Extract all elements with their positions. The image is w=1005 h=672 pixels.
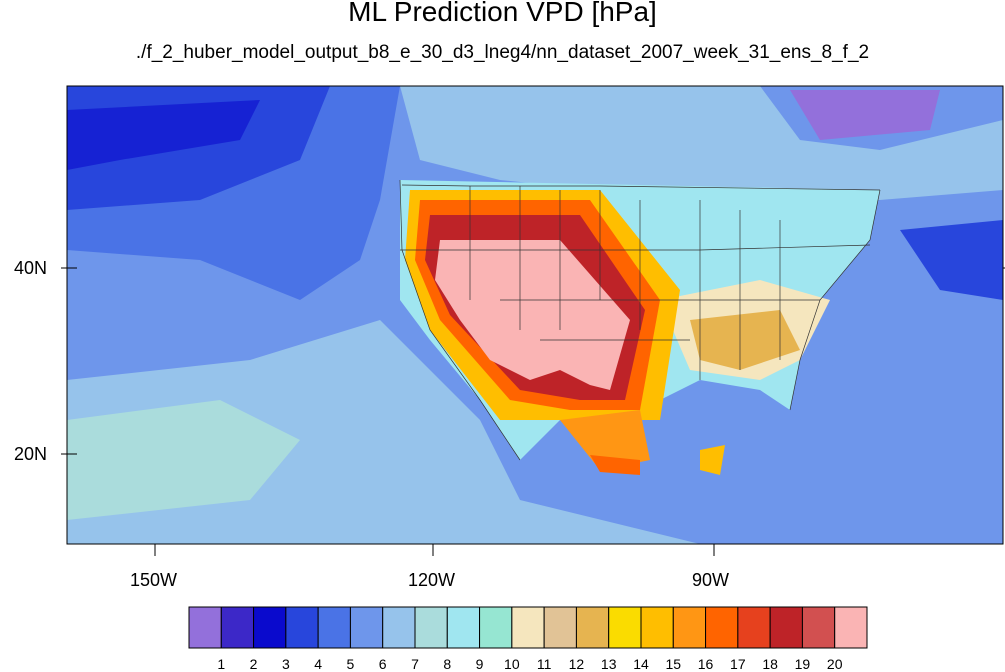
colorbar-swatch — [285, 606, 319, 649]
greenland-patch — [790, 90, 940, 140]
ocean-band-lighter — [67, 400, 300, 520]
colorbar-label: 18 — [762, 656, 778, 672]
colorbar-label: 13 — [600, 656, 617, 672]
map-subtitle: ./f_2_huber_model_output_b8_e_30_d3_lneg… — [135, 42, 870, 63]
colorbar-swatch — [414, 606, 448, 649]
colorbar-label: 14 — [633, 656, 649, 672]
colorbar-label: 15 — [665, 656, 682, 672]
colorbar-swatch — [672, 606, 707, 649]
colorbar-label: 9 — [475, 656, 484, 672]
colorbar-swatch — [801, 606, 836, 649]
colorbar-swatch — [317, 606, 351, 649]
colorbar-label: 19 — [794, 656, 811, 672]
colorbar-label: 3 — [281, 656, 290, 672]
colorbar-swatch — [575, 606, 610, 649]
colorbar-swatch — [382, 606, 416, 649]
axis-ticks — [61, 267, 1005, 556]
lat-label-20n: 20N — [14, 444, 48, 464]
colorbar-swatch — [446, 606, 481, 649]
colorbar-swatch — [705, 606, 739, 649]
colorbar-swatch — [608, 606, 642, 649]
colorbar — [188, 606, 868, 649]
colorbar-label: 7 — [411, 656, 419, 672]
colorbar-swatch — [834, 606, 868, 649]
colorbar-label: 5 — [346, 656, 355, 672]
colorbar-label: 16 — [697, 656, 714, 672]
colorbar-label: 11 — [536, 656, 552, 672]
colorbar-swatch — [640, 606, 674, 649]
lon-label-120w: 120W — [408, 570, 456, 590]
colorbar-label: 20 — [826, 656, 843, 672]
mexico-warm — [560, 410, 650, 470]
colorbar-label: 10 — [504, 656, 520, 672]
colorbar-swatch — [479, 606, 513, 649]
colorbar-label: 17 — [730, 656, 746, 672]
map-title: ML Prediction VPD [hPa] — [348, 0, 657, 27]
colorbar-label: 4 — [314, 656, 323, 672]
atlantic-band-dark — [900, 220, 1003, 300]
colorbar-label: 6 — [378, 656, 387, 672]
west-pink — [435, 240, 630, 390]
boundary-lines — [399, 179, 881, 461]
colorbar-label: 1 — [217, 656, 226, 672]
colorbar-swatch — [769, 606, 803, 649]
colorbar-swatch — [349, 606, 384, 649]
colorbar-label: 2 — [249, 656, 258, 672]
southeast-orange — [690, 310, 800, 370]
map-frame — [66, 85, 1004, 545]
lon-label-150w: 150W — [130, 570, 178, 590]
mexico-patch — [590, 455, 640, 475]
caribbean-patch — [700, 445, 725, 475]
ocean-band-deep — [67, 100, 260, 170]
colorbar-swatch — [543, 606, 577, 649]
lon-label-90w: 90W — [692, 570, 730, 590]
colorbar-swatch — [737, 606, 771, 649]
colorbar-swatch — [188, 606, 222, 649]
colorbar-label: 12 — [568, 656, 585, 672]
colorbar-swatch — [511, 606, 545, 649]
lat-label-40n: 40N — [14, 258, 48, 278]
colorbar-swatch — [220, 606, 255, 649]
colorbar-swatch — [253, 606, 287, 649]
colorbar-label: 8 — [443, 656, 452, 672]
